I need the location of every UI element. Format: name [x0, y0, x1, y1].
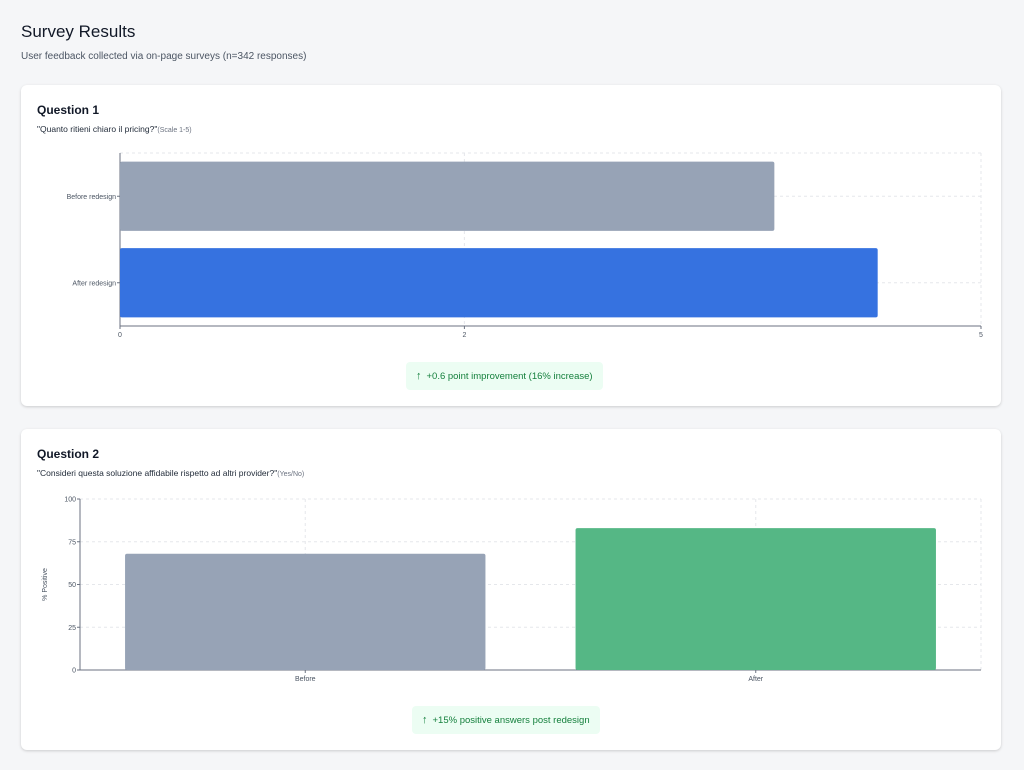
question-2-card: Question 2 "Consideri questa soluzione a…: [21, 429, 1001, 750]
bar-after: [575, 528, 936, 670]
y-tick-label: After redesign: [72, 280, 116, 287]
y-axis-label: % Positive: [42, 568, 49, 601]
bar-before: [120, 161, 775, 231]
y-tick-label: 0: [72, 668, 76, 675]
y-tick-label: 75: [68, 539, 76, 546]
x-tick-label: Before: [295, 676, 316, 683]
question-1-card: Question 1 "Quanto ritieni chiaro il pri…: [21, 85, 1001, 406]
arrow-up-icon: ↑: [416, 370, 422, 382]
page-subtitle: User feedback collected via on-page surv…: [21, 51, 307, 62]
x-tick-label: 2: [462, 332, 466, 339]
question-2-title: Question 2: [37, 447, 100, 461]
question-1-scale: (Scale 1-5): [157, 127, 192, 134]
bar-after: [120, 248, 878, 318]
question-2-scale: (Yes/No): [277, 471, 305, 478]
question-2-bar-chart: Before After 0 25 50 75 100 % Positive: [42, 497, 982, 683]
question-1-callout-text: +0.6 point improvement (16% increase): [426, 370, 593, 382]
question-1-question: "Quanto ritieni chiaro il pricing?": [37, 124, 158, 134]
bar-before: [125, 553, 486, 670]
question-1-title: Question 1: [37, 103, 100, 117]
question-2-improvement-callout: ↑ +15% positive answers post redesign: [412, 706, 600, 734]
x-tick-label: 5: [979, 332, 983, 339]
y-tick-label: 25: [68, 625, 76, 632]
x-tick-label: 0: [118, 332, 122, 339]
question-1-text: "Quanto ritieni chiaro il pricing?"(Scal…: [37, 124, 192, 134]
y-tick-label: Before redesign: [67, 194, 117, 201]
x-tick-label: After: [748, 676, 763, 683]
question-1-improvement-callout: ↑ +0.6 point improvement (16% increase): [406, 362, 603, 390]
arrow-up-icon: ↑: [422, 714, 428, 726]
y-tick-label: 50: [68, 582, 76, 589]
y-tick-label: 100: [64, 497, 76, 504]
question-2-callout-text: +15% positive answers post redesign: [432, 714, 590, 726]
question-2-question: "Consideri questa soluzione affidabile r…: [37, 468, 278, 478]
question-2-text: "Consideri questa soluzione affidabile r…: [37, 468, 304, 478]
page-title: Survey Results: [21, 22, 136, 41]
question-1-bar-chart: Before redesign After redesign 0 2 5: [67, 152, 983, 339]
